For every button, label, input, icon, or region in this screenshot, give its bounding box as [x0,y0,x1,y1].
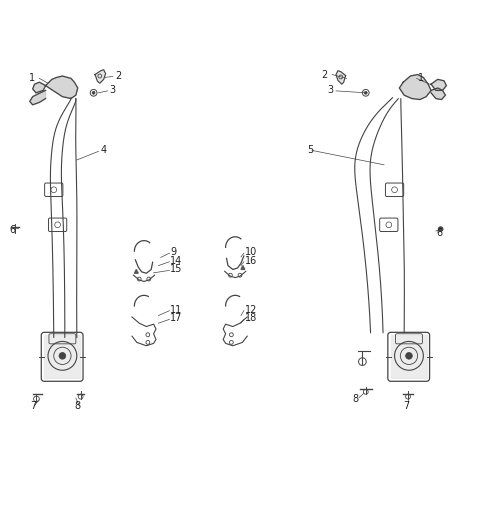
Polygon shape [134,269,138,273]
Text: 6: 6 [437,228,443,238]
Text: 7: 7 [30,401,36,411]
Text: 14: 14 [170,256,183,266]
Circle shape [438,227,443,231]
Text: 12: 12 [245,305,257,315]
Polygon shape [46,76,78,98]
Polygon shape [391,335,427,378]
Polygon shape [33,82,46,93]
Text: 18: 18 [245,313,257,324]
Polygon shape [44,335,80,378]
Polygon shape [241,266,245,269]
Polygon shape [336,71,346,84]
Text: 4: 4 [101,145,107,156]
Text: 3: 3 [327,86,334,95]
Text: 7: 7 [403,401,409,411]
Text: 1: 1 [418,73,424,83]
Text: 10: 10 [245,247,257,257]
Text: 17: 17 [170,313,183,324]
Text: 1: 1 [29,73,35,83]
Polygon shape [431,79,446,91]
Text: 5: 5 [307,145,313,156]
Text: 11: 11 [170,305,183,315]
Text: 8: 8 [353,394,359,404]
Polygon shape [30,91,46,105]
Circle shape [364,91,367,94]
Text: 16: 16 [245,256,257,266]
Circle shape [59,352,66,359]
Circle shape [406,352,412,359]
Text: 15: 15 [170,264,183,274]
Circle shape [92,91,95,94]
Text: 2: 2 [322,70,328,79]
Text: 3: 3 [109,86,116,95]
Text: 8: 8 [74,401,81,411]
Text: 9: 9 [170,247,177,257]
Text: 2: 2 [115,71,121,81]
Text: 6: 6 [10,225,16,234]
Polygon shape [431,88,445,99]
Polygon shape [399,75,431,99]
Polygon shape [95,70,106,83]
